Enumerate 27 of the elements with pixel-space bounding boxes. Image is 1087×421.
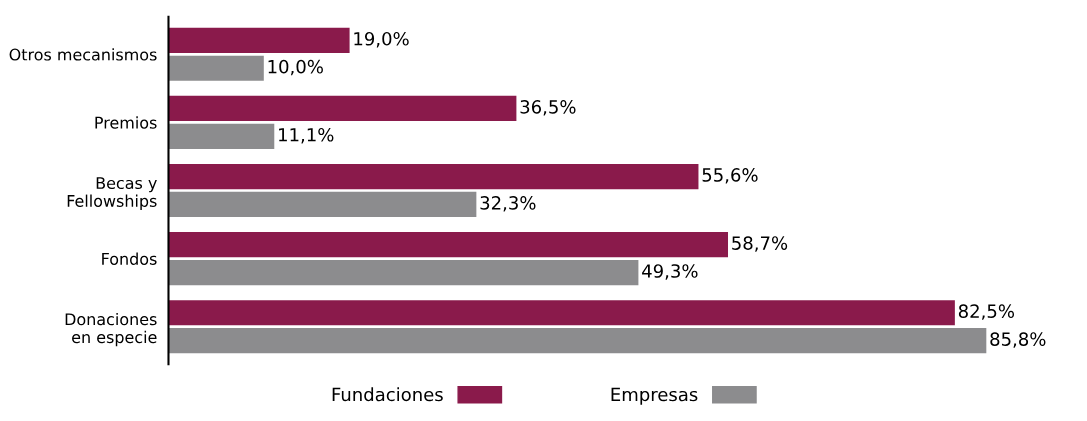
bar bbox=[168, 259, 639, 286]
data-label: 58,7% bbox=[732, 236, 788, 252]
data-label: 82,5% bbox=[958, 304, 1015, 320]
data-label: 49,3% bbox=[642, 264, 698, 280]
bar bbox=[168, 163, 699, 190]
bar bbox=[168, 95, 517, 122]
y-tick-label: Becas y Fellowships bbox=[67, 177, 157, 211]
legend-label: Fundaciones bbox=[332, 387, 443, 402]
y-tick-label: Fondos bbox=[102, 252, 157, 265]
y-tick-label: Premios bbox=[95, 116, 157, 129]
bar bbox=[168, 123, 275, 149]
legend-label: Empresas bbox=[611, 387, 698, 405]
bar bbox=[168, 27, 350, 53]
data-label: 11,1% bbox=[279, 127, 334, 144]
data-label: 32,3% bbox=[480, 196, 536, 212]
data-label: 85,8% bbox=[990, 332, 1046, 348]
y-tick-label: Donaciones en especie bbox=[65, 312, 157, 347]
bar bbox=[168, 191, 477, 218]
y-tick-label: Otros mecanismos bbox=[9, 48, 157, 61]
bar bbox=[168, 55, 264, 81]
data-label: 19,0% bbox=[354, 31, 409, 48]
data-label: 10,0% bbox=[268, 59, 323, 76]
data-label: 55,6% bbox=[702, 168, 758, 184]
bar bbox=[168, 300, 955, 326]
data-label: 36,5% bbox=[520, 100, 576, 116]
bar bbox=[168, 232, 729, 258]
bar bbox=[168, 328, 987, 354]
